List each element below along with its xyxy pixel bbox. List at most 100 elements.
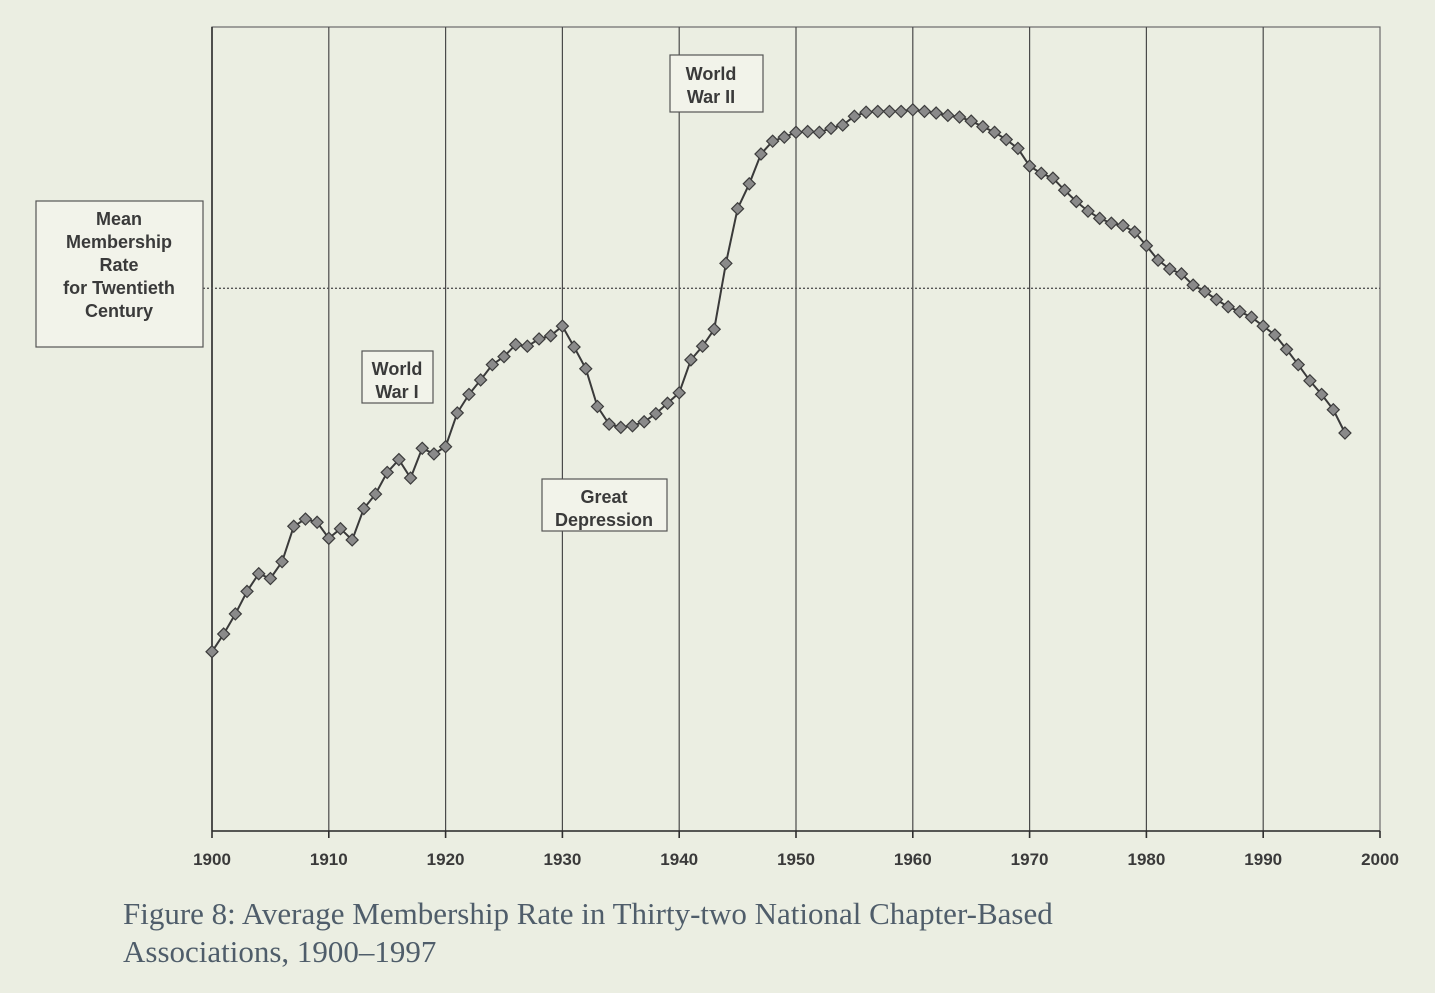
- x-tick-label: 1950: [777, 850, 815, 869]
- data-point-1927: [520, 339, 535, 354]
- data-point-1953: [824, 121, 838, 136]
- data-point-1934: [602, 417, 616, 432]
- data-point-1905: [263, 571, 278, 586]
- data-point-1931: [567, 340, 581, 354]
- mean-label-text: Century: [85, 301, 153, 321]
- data-point-1917: [403, 471, 418, 485]
- annotation-wwi-text: World: [372, 359, 423, 379]
- data-point-1984: [1186, 278, 1200, 292]
- data-point-1988: [1232, 304, 1247, 319]
- mean-label-text: Mean: [96, 209, 142, 229]
- data-point-1960: [905, 102, 920, 117]
- mean-label-text: Rate: [99, 255, 138, 275]
- data-point-1900: [205, 644, 219, 659]
- data-point-1969: [1011, 141, 1025, 156]
- data-point-1982: [1162, 262, 1177, 276]
- x-tick-label: 1900: [193, 850, 231, 869]
- data-point-1978: [1116, 218, 1130, 233]
- annotation-wwi-text: War I: [375, 382, 418, 402]
- data-point-1986: [1209, 292, 1224, 307]
- data-point-1904: [251, 566, 266, 581]
- data-point-1959: [894, 104, 908, 119]
- data-point-1965: [964, 114, 979, 128]
- data-point-1915: [380, 465, 395, 480]
- x-tick-label: 1990: [1244, 850, 1282, 869]
- mean-label-box: [35, 200, 204, 348]
- x-tick-label: 1980: [1127, 850, 1165, 869]
- x-tick-label: 1970: [1011, 850, 1049, 869]
- data-point-1990: [1256, 319, 1271, 333]
- data-point-1940: [672, 385, 687, 400]
- data-point-1977: [1104, 216, 1119, 231]
- data-point-1906: [275, 554, 289, 569]
- data-point-1902: [228, 607, 243, 621]
- data-point-1926: [508, 337, 523, 352]
- data-point-1943: [707, 322, 722, 337]
- data-point-1957: [870, 104, 885, 119]
- data-point-1970: [1022, 159, 1037, 173]
- data-point-1928: [532, 332, 546, 346]
- annotation-depression-text: Depression: [555, 510, 653, 530]
- data-point-1908: [298, 512, 313, 526]
- mean-label-text: Membership: [66, 232, 172, 252]
- data-point-1954: [835, 118, 850, 132]
- data-point-1937: [637, 414, 652, 429]
- annotation-wwi: World War I: [361, 350, 434, 404]
- data-point-1996: [1326, 402, 1341, 417]
- data-point-1914: [368, 487, 383, 501]
- figure-caption: Figure 8: Average Membership Rate in Thi…: [123, 895, 1373, 971]
- data-point-1951: [800, 124, 815, 139]
- data-point-1963: [940, 108, 955, 123]
- data-point-1930: [555, 319, 570, 333]
- data-point-1901: [216, 627, 231, 641]
- data-point-1948: [765, 134, 780, 149]
- data-point-1912: [345, 533, 360, 547]
- data-point-1950: [789, 125, 803, 140]
- data-point-1958: [882, 104, 897, 119]
- data-point-1947: [754, 147, 768, 161]
- data-point-1946: [742, 176, 757, 191]
- data-point-1993: [1291, 357, 1306, 372]
- annotation-wwii-text: World: [686, 64, 737, 84]
- data-point-1983: [1174, 266, 1189, 281]
- data-point-1923: [473, 373, 488, 387]
- data-point-1933: [590, 399, 605, 414]
- x-tick-label: 1930: [543, 850, 581, 869]
- data-point-1921: [450, 406, 465, 420]
- x-tick-label: 1920: [427, 850, 465, 869]
- annotations: Mean Membership Rate for Twentieth Century Wo…: [35, 54, 764, 532]
- data-point-1985: [1197, 284, 1212, 299]
- data-point-1955: [847, 109, 862, 124]
- mean-label-text: for Twentieth: [63, 278, 175, 298]
- data-point-1938: [648, 406, 663, 421]
- annotation-wwii-box: [669, 54, 764, 113]
- data-point-1956: [859, 105, 873, 120]
- data-point-1924: [485, 357, 500, 372]
- data-point-1967: [987, 125, 1002, 140]
- data-point-1972: [1046, 171, 1060, 186]
- data-point-1995: [1314, 387, 1329, 402]
- data-point-1903: [240, 584, 254, 599]
- data-point-1974: [1069, 194, 1084, 209]
- x-tick-label: 1940: [660, 850, 698, 869]
- data-point-1910: [321, 531, 336, 546]
- data-point-1919: [427, 447, 441, 461]
- data-point-1962: [929, 106, 944, 120]
- data-point-1916: [392, 452, 406, 467]
- data-point-1975: [1081, 204, 1095, 218]
- caption-line-1: Figure 8: Average Membership Rate in Thi…: [123, 896, 1053, 931]
- data-point-1935: [613, 420, 628, 435]
- data-point-1961: [917, 104, 932, 119]
- data-point-1994: [1303, 373, 1317, 388]
- data-point-1964: [952, 110, 967, 124]
- data-point-1909: [310, 515, 324, 530]
- data-point-1945: [730, 201, 745, 216]
- data-point-1992: [1279, 342, 1294, 357]
- data-point-1973: [1057, 183, 1072, 198]
- data-point-1920: [438, 439, 453, 454]
- annotation-depression-text: Great: [580, 487, 627, 507]
- data-point-1991: [1268, 328, 1282, 342]
- data-point-1922: [462, 387, 476, 402]
- x-tick-labels: 1900 1910 1920 1930 1940 1950 1960 1970 1980 1990…: [193, 831, 1399, 869]
